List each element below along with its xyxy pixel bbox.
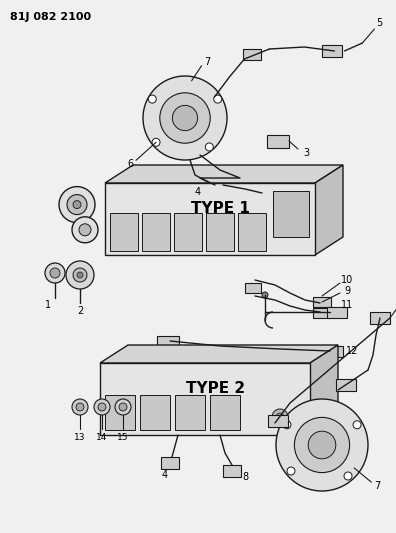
Bar — [249, 187, 271, 199]
Bar — [161, 457, 179, 469]
Text: 2: 2 — [77, 306, 83, 316]
Bar — [273, 191, 309, 237]
Text: 81J 082 2100: 81J 082 2100 — [10, 12, 91, 22]
Bar — [238, 213, 266, 251]
Bar — [110, 213, 138, 251]
Circle shape — [94, 399, 110, 415]
Text: TYPE 2: TYPE 2 — [186, 381, 245, 395]
Bar — [105, 183, 315, 255]
Circle shape — [73, 200, 81, 208]
Text: 3: 3 — [303, 148, 309, 158]
Text: 4: 4 — [162, 470, 168, 480]
Circle shape — [66, 261, 94, 289]
Circle shape — [115, 399, 131, 415]
Circle shape — [143, 76, 227, 160]
Bar — [370, 312, 390, 324]
Circle shape — [160, 93, 210, 143]
Circle shape — [76, 403, 84, 411]
Bar — [313, 297, 331, 307]
Circle shape — [98, 403, 106, 411]
Circle shape — [272, 409, 288, 425]
Bar — [327, 306, 347, 318]
Circle shape — [294, 417, 350, 473]
Text: 4: 4 — [195, 187, 201, 197]
Circle shape — [73, 268, 87, 282]
Circle shape — [308, 431, 336, 459]
Text: 9: 9 — [344, 286, 350, 296]
Circle shape — [214, 95, 222, 103]
Bar — [157, 335, 179, 346]
Circle shape — [283, 421, 291, 429]
Polygon shape — [315, 165, 343, 255]
Bar — [175, 395, 205, 430]
Circle shape — [152, 138, 160, 146]
Text: 5: 5 — [376, 18, 383, 28]
Text: 15: 15 — [117, 432, 129, 441]
Polygon shape — [310, 345, 338, 435]
Text: 8: 8 — [242, 472, 248, 482]
Bar — [267, 134, 289, 148]
Bar — [206, 179, 226, 191]
Text: 7: 7 — [374, 481, 381, 491]
Circle shape — [353, 421, 361, 429]
Polygon shape — [100, 345, 338, 363]
Bar — [322, 45, 343, 57]
Bar — [313, 308, 331, 318]
Circle shape — [276, 399, 368, 491]
Circle shape — [59, 187, 95, 223]
Bar — [223, 465, 241, 477]
Text: 14: 14 — [96, 432, 108, 441]
Circle shape — [172, 106, 198, 131]
Bar — [140, 395, 170, 430]
Polygon shape — [105, 165, 343, 183]
Circle shape — [276, 413, 284, 421]
Text: TYPE 1: TYPE 1 — [191, 201, 250, 216]
Circle shape — [344, 472, 352, 480]
Bar — [268, 415, 288, 427]
Bar — [336, 379, 356, 391]
Bar — [210, 395, 240, 430]
Circle shape — [77, 272, 83, 278]
Bar — [105, 395, 135, 430]
Text: 10: 10 — [341, 275, 353, 285]
Bar — [100, 363, 310, 435]
Circle shape — [119, 403, 127, 411]
Text: 6: 6 — [127, 159, 133, 169]
Bar — [244, 49, 261, 60]
Circle shape — [72, 217, 98, 243]
Circle shape — [67, 195, 87, 215]
Text: 12: 12 — [346, 346, 358, 356]
Text: 11: 11 — [341, 300, 353, 310]
Circle shape — [79, 224, 91, 236]
Circle shape — [72, 399, 88, 415]
Circle shape — [148, 95, 156, 103]
Bar — [142, 213, 170, 251]
Circle shape — [45, 263, 65, 283]
Text: 13: 13 — [74, 432, 86, 441]
Circle shape — [50, 268, 60, 278]
Circle shape — [287, 467, 295, 475]
Text: 7: 7 — [204, 57, 211, 67]
Bar — [201, 179, 223, 191]
Circle shape — [262, 292, 268, 298]
Bar — [206, 213, 234, 251]
Text: 1: 1 — [45, 300, 51, 310]
Circle shape — [205, 143, 213, 151]
Bar — [321, 345, 343, 357]
Bar — [245, 283, 261, 293]
Bar — [174, 213, 202, 251]
